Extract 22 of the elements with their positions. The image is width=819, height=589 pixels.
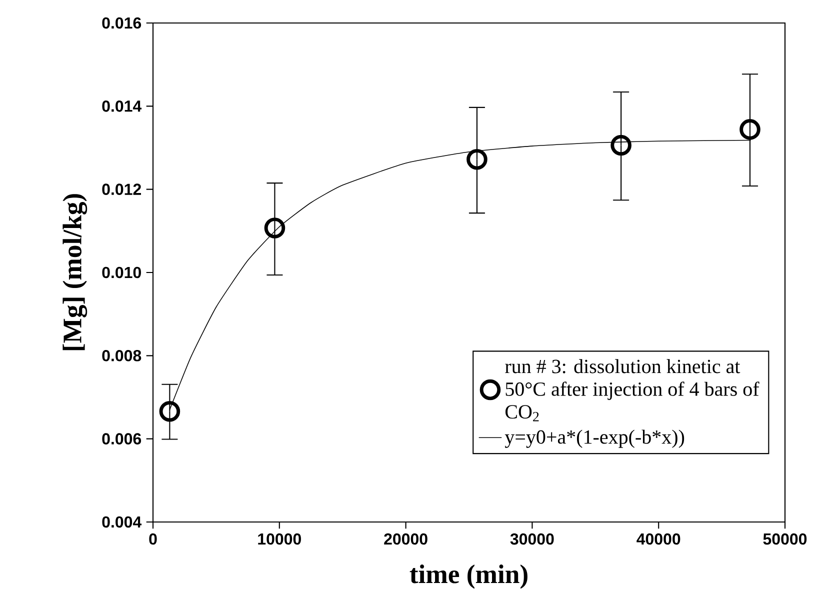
y-tick-label: 0.014 bbox=[102, 100, 142, 112]
y-axis-title: [Mg] (mol/kg) bbox=[62, 194, 88, 350]
point bbox=[264, 218, 286, 238]
x-tick-label: 0 bbox=[149, 533, 157, 545]
x-tick-label: 30000 bbox=[510, 533, 554, 545]
y-tick-label: 0.012 bbox=[102, 184, 141, 195]
legend-label: run # 3: dissolution kinetic at 50°C after injection of 4 bars of CO$_{2}$ bbox=[505, 359, 760, 422]
point bbox=[740, 119, 760, 140]
y-tick-label: 0.006 bbox=[102, 433, 142, 444]
x-axis-title: time (min) bbox=[410, 564, 528, 589]
y-tick-label: 0.010 bbox=[102, 266, 141, 278]
x-tick-label: 40000 bbox=[636, 533, 680, 545]
point bbox=[610, 134, 632, 156]
point bbox=[466, 148, 488, 170]
x-tick-label: 20000 bbox=[384, 533, 428, 545]
y-tick-label: 0.008 bbox=[102, 350, 142, 362]
y-tick-label: 0.004 bbox=[102, 516, 142, 528]
y-tick-label: 0.016 bbox=[102, 17, 142, 29]
x-tick-label: 10000 bbox=[258, 533, 301, 545]
legend-label: y=y0+a*(1-exp(-b*x)) bbox=[504, 430, 684, 448]
x-tick-label: 50000 bbox=[763, 533, 807, 545]
point bbox=[159, 400, 180, 422]
